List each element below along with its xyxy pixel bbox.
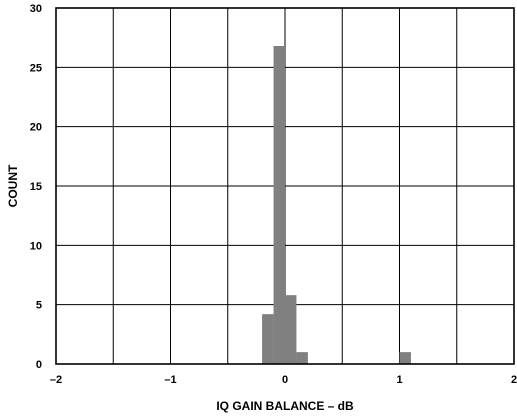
y-tick-label: 15 (30, 181, 42, 193)
histogram-bar (262, 314, 274, 364)
y-tick-label: 5 (36, 300, 42, 312)
y-tick-label: 10 (30, 240, 42, 252)
y-tick-labels: 0 5 10 15 20 25 30 (30, 3, 42, 371)
x-tick-label: –2 (50, 374, 62, 386)
histogram-bar (285, 295, 297, 364)
x-tick-label: 1 (396, 374, 402, 386)
y-tick-label: 0 (36, 359, 42, 371)
histogram-bar (399, 352, 411, 364)
x-axis-label: IQ GAIN BALANCE – dB (216, 399, 354, 413)
y-tick-label: 30 (30, 3, 42, 15)
y-tick-label: 25 (30, 62, 42, 74)
histogram-bar (296, 352, 308, 364)
x-tick-label: –1 (164, 374, 176, 386)
plot-frame (55, 7, 515, 365)
y-axis-label: COUNT (6, 164, 20, 207)
x-tick-labels: –2 –1 0 1 2 (50, 374, 517, 386)
x-tick-label: 0 (282, 374, 288, 386)
histogram-bars (262, 45, 411, 365)
y-tick-label: 20 (30, 122, 42, 134)
x-tick-label: 2 (511, 374, 517, 386)
histogram-bar (273, 45, 285, 365)
